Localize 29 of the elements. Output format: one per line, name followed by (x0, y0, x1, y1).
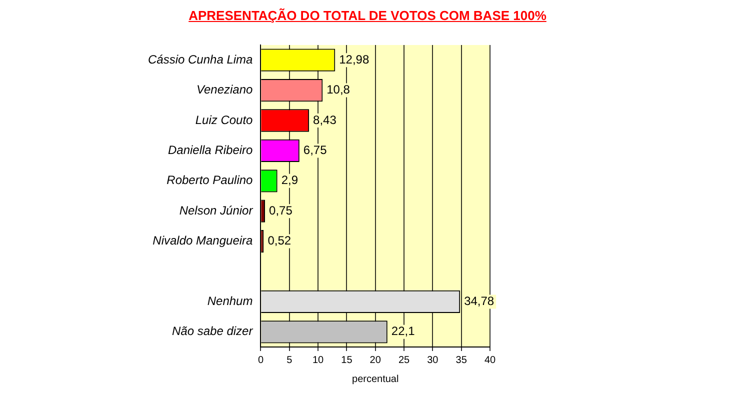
x-tick-label: 30 (427, 354, 439, 366)
x-tick-label: 35 (456, 354, 468, 366)
x-tick-label: 25 (398, 354, 410, 366)
y-tick-label: Não sabe dizer (172, 324, 254, 338)
data-label: 34,78 (464, 294, 494, 308)
data-label: 2,9 (281, 173, 298, 188)
x-axis-title: percentual (352, 374, 399, 385)
x-tick-label: 40 (484, 354, 496, 366)
x-tick-label: 0 (258, 354, 264, 366)
y-tick-label: Veneziano (196, 82, 254, 97)
data-label: 22,1 (391, 324, 416, 338)
data-label: 6,75 (303, 143, 328, 158)
x-tick-label: 5 (286, 354, 293, 366)
chart-title: APRESENTAÇÃO DO TOTAL DE VOTOS COM BASE 100% (188, 8, 548, 23)
y-tick-label: Nelson Júnior (179, 203, 254, 218)
y-tick-label: Nenhum (207, 294, 253, 308)
data-label: 0,52 (268, 234, 292, 248)
y-tick-label: Luiz Couto (195, 112, 254, 127)
x-tick-label: 10 (312, 354, 324, 366)
x-tick-label: 15 (341, 354, 353, 366)
y-tick-label: Roberto Paulino (166, 173, 254, 188)
data-label: 0,75 (269, 203, 293, 218)
data-label: 10,8 (326, 82, 350, 97)
data-label: 12,98 (339, 52, 370, 66)
y-tick-label: Daniella Ribeiro (168, 143, 254, 158)
y-tick-label: Cássio Cunha Lima (148, 52, 254, 66)
data-label: 8,43 (313, 112, 337, 127)
y-tick-label: Nivaldo Mangueira (152, 234, 254, 248)
x-tick-label: 20 (370, 354, 382, 366)
